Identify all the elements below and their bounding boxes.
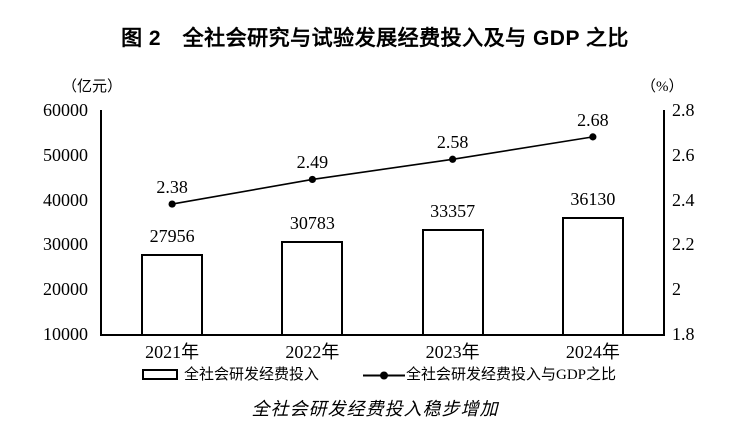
y-axis-tick-label-right: 1.8 <box>672 324 695 344</box>
ratio-value-label: 2.49 <box>296 152 329 173</box>
bar-value-label: 30783 <box>289 212 335 233</box>
legend-bar-label: 全社会研发经费投入 <box>184 367 320 383</box>
x-axis-tick-label: 2024年 <box>565 342 620 362</box>
bar-2024年 <box>561 216 624 334</box>
x-axis-tick-label: 2022年 <box>285 342 340 362</box>
bar-2021年 <box>141 253 204 334</box>
ratio-point-marker <box>308 175 316 184</box>
ratio-point-marker <box>168 200 176 208</box>
y-axis-tick-label-left: 50000 <box>43 144 88 165</box>
y-axis-tick-label-left: 20000 <box>43 279 88 300</box>
y-axis-tick-label-right: 2.2 <box>672 234 695 255</box>
ratio-point-marker <box>449 155 457 163</box>
bar-2022年 <box>281 240 344 334</box>
y-axis-tick-label-right: 2.4 <box>672 189 695 210</box>
ratio-value-label: 2.68 <box>577 109 609 130</box>
x-axis-tick-label: 2023年 <box>425 342 480 362</box>
right-axis-unit-label: （%） <box>641 79 684 95</box>
ratio-point-marker <box>589 133 597 141</box>
bar-value-label: 27956 <box>149 225 195 246</box>
legend-line-label: 全社会研发经费投入与GDP之比 <box>406 367 617 383</box>
bar-value-label: 36130 <box>570 188 616 209</box>
ratio-value-label: 2.38 <box>156 177 188 198</box>
bar-value-label: 33357 <box>430 201 476 222</box>
y-axis-tick-label-right: 2.8 <box>672 100 695 120</box>
ratio-value-label: 2.58 <box>436 132 469 153</box>
legend-bar-swatch <box>142 369 178 380</box>
figure-caption: 全社会研发经费投入稳步增加 <box>251 399 499 420</box>
x-axis-tick-label: 2021年 <box>145 342 200 362</box>
y-axis-tick-label-left: 60000 <box>43 100 88 120</box>
legend-line-swatch-icon <box>363 371 405 380</box>
figure-title: 图 2 全社会研究与试验发展经费投入及与 GDP 之比 <box>121 27 629 50</box>
bar-2023年 <box>421 229 484 334</box>
y-axis-tick-label-left: 30000 <box>43 234 88 255</box>
left-axis-unit-label: （亿元） <box>62 79 123 95</box>
y-axis-tick-label-left: 40000 <box>43 189 88 210</box>
ratio-line-chart <box>168 133 597 208</box>
plot-area: 27956 2021年 30783 2022年 33357 2023年 36130 2024年… <box>100 109 665 361</box>
y-axis-tick-label-right: 2.6 <box>672 144 695 165</box>
ratio-line <box>171 136 594 205</box>
y-axis-tick-label-left: 10000 <box>43 324 88 344</box>
y-axis-tick-label-right: 2 <box>672 279 681 300</box>
